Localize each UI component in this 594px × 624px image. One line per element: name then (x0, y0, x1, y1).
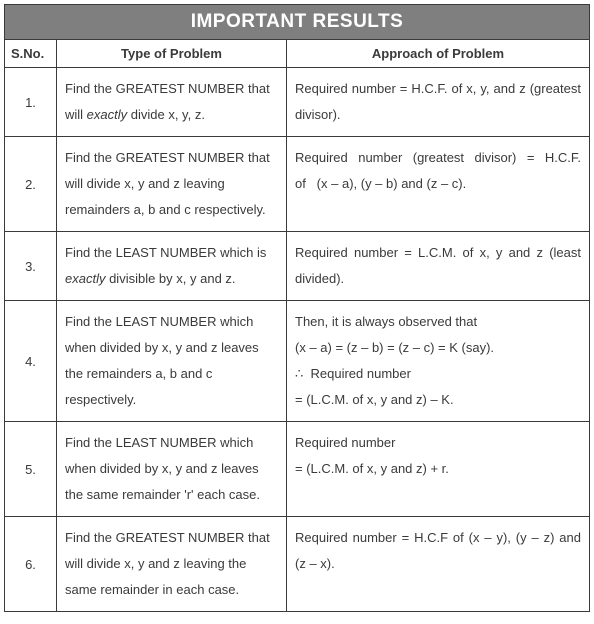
sno-cell: 4. (5, 301, 57, 422)
table-row: 2. Find the GREATEST NUMBER that will di… (5, 137, 590, 232)
header-type: Type of Problem (57, 40, 287, 68)
results-table: IMPORTANT RESULTS S.No. Type of Problem … (4, 4, 590, 612)
header-row: S.No. Type of Problem Approach of Proble… (5, 40, 590, 68)
header-approach: Approach of Problem (287, 40, 590, 68)
table-row: 3. Find the LEAST NUMBER which is exactl… (5, 232, 590, 301)
problem-cell: Find the LEAST NUMBER which is exactly d… (57, 232, 287, 301)
table-row: 6. Find the GREATEST NUMBER that will di… (5, 517, 590, 612)
sno-cell: 2. (5, 137, 57, 232)
problem-cell: Find the GREATEST NUMBER that will divid… (57, 137, 287, 232)
approach-cell: Required number = L.C.M. of x, y and z (… (287, 232, 590, 301)
problem-cell: Find the GREATEST NUMBER that will divid… (57, 517, 287, 612)
header-sno: S.No. (5, 40, 57, 68)
table-row: 1. Find the GREATEST NUMBER that will ex… (5, 68, 590, 137)
problem-cell: Find the LEAST NUMBER which when divided… (57, 301, 287, 422)
approach-cell: Required number = H.C.F of (x – y), (y –… (287, 517, 590, 612)
table-title: IMPORTANT RESULTS (5, 5, 590, 40)
sno-cell: 5. (5, 422, 57, 517)
approach-cell: Then, it is always observed that(x – a) … (287, 301, 590, 422)
sno-cell: 3. (5, 232, 57, 301)
sno-cell: 6. (5, 517, 57, 612)
approach-cell: Required number = H.C.F. of x, y, and z … (287, 68, 590, 137)
table-row: 5. Find the LEAST NUMBER which when divi… (5, 422, 590, 517)
approach-cell: Required number (greatest divisor) = H.C… (287, 137, 590, 232)
table-row: 4. Find the LEAST NUMBER which when divi… (5, 301, 590, 422)
problem-cell: Find the LEAST NUMBER which when divided… (57, 422, 287, 517)
problem-cell: Find the GREATEST NUMBER that will exact… (57, 68, 287, 137)
title-row: IMPORTANT RESULTS (5, 5, 590, 40)
approach-cell: Required number= (L.C.M. of x, y and z) … (287, 422, 590, 517)
sno-cell: 1. (5, 68, 57, 137)
